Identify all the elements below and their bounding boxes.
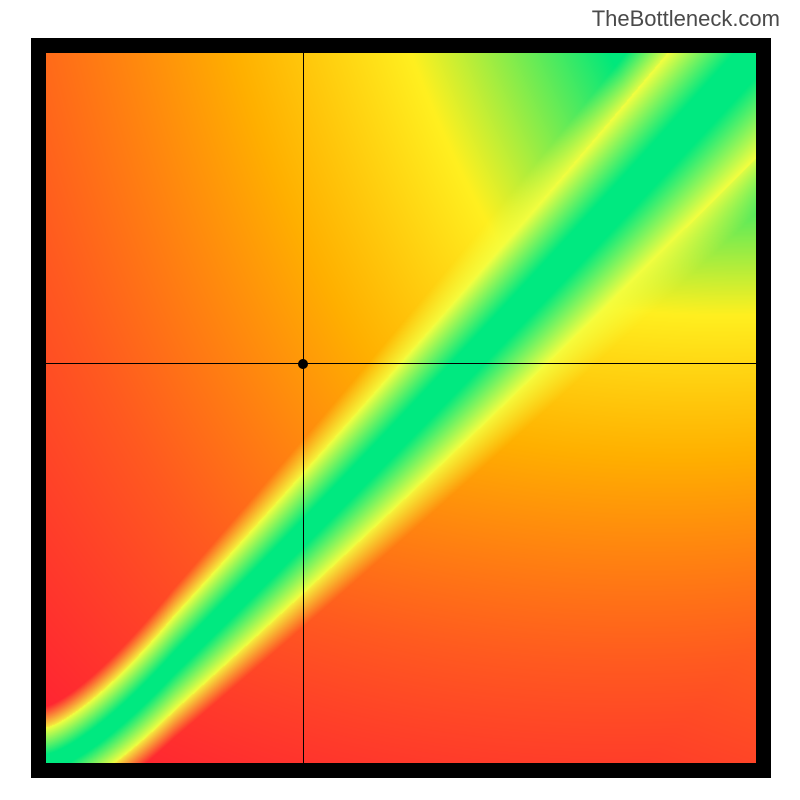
watermark-text: TheBottleneck.com [592, 6, 780, 32]
crosshair-horizontal [46, 363, 756, 364]
crosshair-marker [298, 359, 308, 369]
heatmap-canvas [46, 53, 756, 763]
crosshair-vertical [303, 53, 304, 763]
chart-container: TheBottleneck.com [0, 0, 800, 800]
